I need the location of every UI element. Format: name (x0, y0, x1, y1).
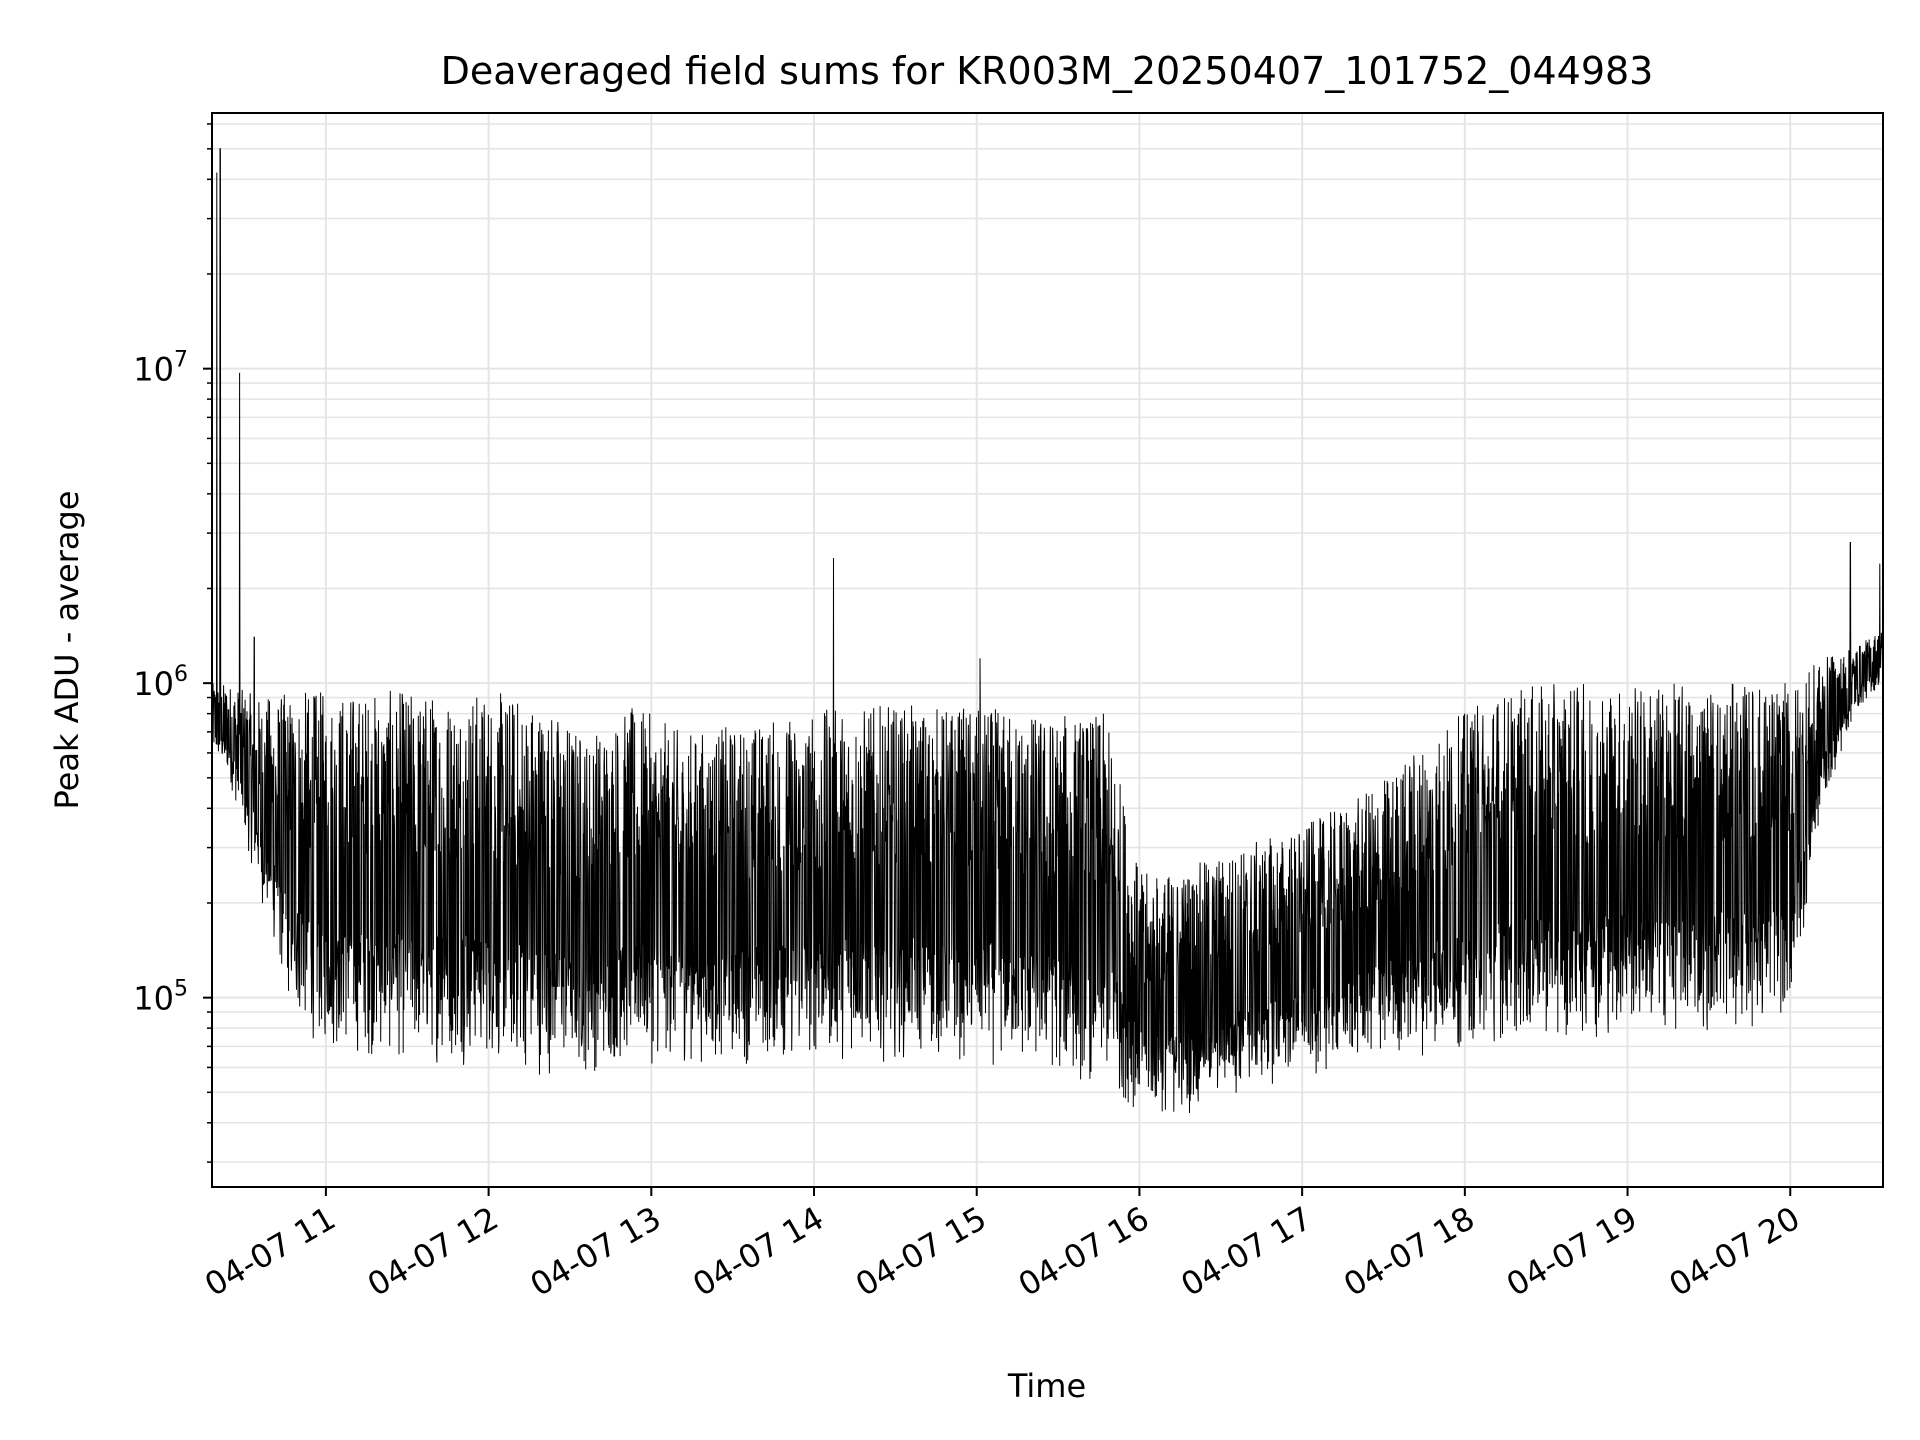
axes-frame (211, 112, 1884, 1188)
y-tick-label: 106 (133, 662, 188, 703)
series-line (211, 148, 1884, 1114)
x-axis-label: Time (1007, 1367, 1086, 1405)
y-tick-label: 107 (133, 348, 188, 389)
y-tick-label: 105 (133, 977, 188, 1018)
chart-title: Deaveraged field sums for KR003M_2025040… (441, 49, 1654, 93)
plot-area (211, 148, 1884, 1114)
y-axis: 105 106 107 (133, 123, 212, 1163)
y-axis-label: Peak ADU - average (48, 491, 86, 810)
